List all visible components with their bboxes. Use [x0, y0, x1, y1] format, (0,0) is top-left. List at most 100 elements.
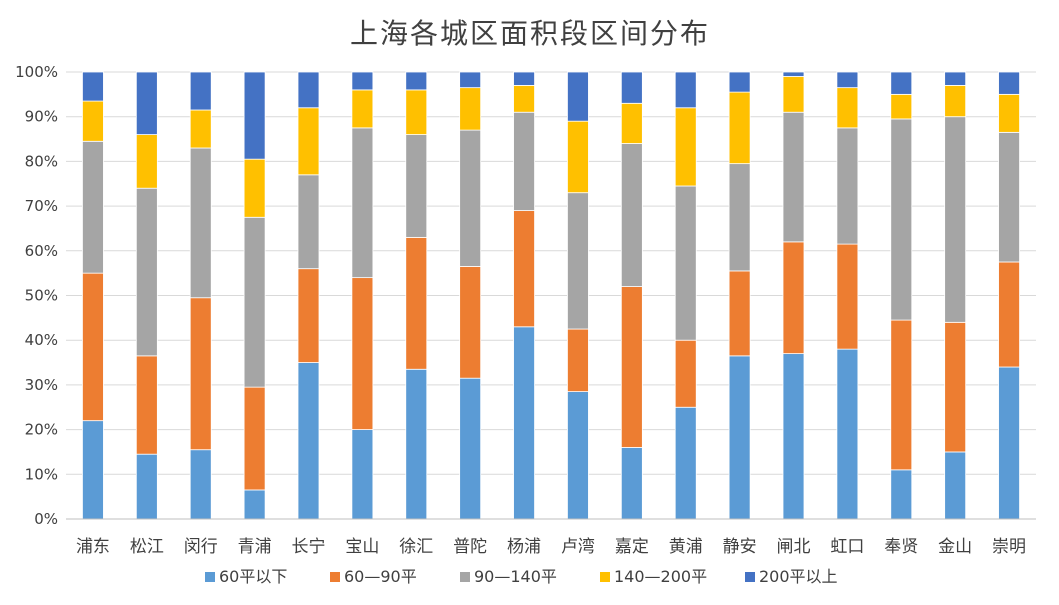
- bar-segment: [459, 266, 482, 379]
- bar-segment: [351, 71, 374, 91]
- bar-segment: [567, 120, 589, 194]
- bar-segment: [890, 71, 913, 95]
- bar-segment: [836, 71, 859, 89]
- x-category-label: 金山: [938, 537, 972, 557]
- bar-segment: [944, 321, 967, 453]
- bar-segment: [782, 76, 805, 113]
- bar-segment: [459, 377, 482, 520]
- bar-segment: [782, 241, 805, 355]
- grid-lines: [66, 71, 1036, 475]
- bar-segment: [135, 187, 158, 357]
- bar-segment: [674, 107, 697, 187]
- bar-segment: [567, 192, 589, 330]
- y-tick-label: 30%: [25, 376, 58, 394]
- legend-label: 140—200平: [614, 567, 707, 586]
- bar-segment: [620, 286, 643, 448]
- legend-swatch: [600, 572, 610, 582]
- x-category-label: 浦东: [76, 537, 110, 557]
- bar-segment: [944, 116, 967, 323]
- x-category-label: 黄浦: [669, 537, 703, 557]
- bar-segment: [243, 489, 266, 520]
- chart-title: 上海各城区面积段区间分布: [350, 17, 710, 50]
- bar-segment: [135, 71, 158, 135]
- x-category-label: 静安: [723, 537, 757, 557]
- bar-segment: [297, 268, 320, 363]
- bar-segment: [998, 366, 1020, 520]
- bar-segment: [944, 451, 967, 520]
- bar-segment: [243, 216, 266, 388]
- y-tick-label: 100%: [15, 63, 58, 81]
- bar-segment: [513, 111, 535, 211]
- bar-segment: [890, 93, 913, 120]
- bar-segment: [405, 236, 428, 370]
- bar-segment: [82, 420, 104, 520]
- x-category-label: 崇明: [992, 537, 1026, 557]
- x-category-label: 普陀: [453, 537, 487, 557]
- y-tick-label: 20%: [25, 421, 58, 439]
- bar-segment: [513, 71, 535, 86]
- bar-segment: [189, 297, 212, 451]
- bar-segment: [674, 185, 697, 341]
- legend: 60平以下 60—90平 90—140平 140—200平 200平以上: [205, 567, 838, 586]
- x-category-label: 闸北: [777, 537, 811, 557]
- bar-segment: [782, 71, 805, 77]
- y-tick-label: 0%: [34, 510, 58, 528]
- y-tick-label: 10%: [25, 465, 58, 483]
- y-tick-label: 90%: [25, 108, 58, 126]
- bar-segment: [836, 127, 859, 245]
- y-tick-label: 40%: [25, 331, 58, 349]
- bar-segment: [405, 71, 428, 91]
- bar-segment: [459, 71, 482, 89]
- legend-swatch: [745, 572, 755, 582]
- y-tick-label: 70%: [25, 197, 58, 215]
- legend-swatch: [460, 572, 470, 582]
- bar-segment: [82, 140, 104, 274]
- bar-segment: [513, 210, 535, 328]
- x-category-label: 松江: [130, 537, 164, 557]
- bar-segment: [189, 449, 212, 520]
- bar-segment: [189, 147, 212, 299]
- bar-segment: [944, 71, 967, 86]
- bar-segment: [135, 134, 158, 189]
- bar-segment: [513, 85, 535, 113]
- y-tick-label: 50%: [25, 287, 58, 305]
- bar-segment: [998, 71, 1020, 95]
- legend-swatch: [330, 572, 340, 582]
- bar-segment: [567, 71, 589, 122]
- legend-swatch: [205, 572, 215, 582]
- bar-segment: [405, 368, 428, 520]
- x-category-label: 虹口: [830, 537, 864, 557]
- bar-segment: [728, 91, 751, 165]
- bar-segment: [998, 261, 1020, 368]
- bar-segment: [243, 386, 266, 491]
- bar-segment: [836, 87, 859, 129]
- bar-segment: [620, 143, 643, 287]
- bar-segment: [836, 348, 859, 520]
- bar-segment: [728, 163, 751, 272]
- bar-segment: [513, 326, 535, 520]
- bar-segment: [998, 93, 1020, 133]
- x-category-label: 青浦: [238, 537, 272, 557]
- bar-segment: [459, 87, 482, 131]
- bar-segment: [243, 158, 266, 218]
- y-tick-label: 60%: [25, 242, 58, 260]
- x-category-label: 宝山: [345, 537, 379, 557]
- bar-segment: [297, 107, 320, 176]
- y-axis-ticks: 0% 10% 20% 30% 40% 50% 60% 70% 80% 90% 100%: [15, 63, 58, 528]
- legend-label: 200平以上: [759, 567, 838, 586]
- bar-segment: [243, 71, 266, 160]
- bar-segment: [82, 100, 104, 142]
- y-tick-label: 80%: [25, 152, 58, 170]
- bar-segment: [189, 109, 212, 149]
- bar-segment: [620, 447, 643, 520]
- bar-segment: [351, 127, 374, 279]
- bar-segment: [459, 129, 482, 267]
- bar-segment: [297, 174, 320, 270]
- bar-segment: [351, 89, 374, 129]
- bar-segment: [135, 355, 158, 455]
- bar-segment: [351, 277, 374, 430]
- legend-label: 60平以下: [219, 567, 287, 586]
- legend-label: 90—140平: [474, 567, 557, 586]
- bar-segment: [620, 102, 643, 144]
